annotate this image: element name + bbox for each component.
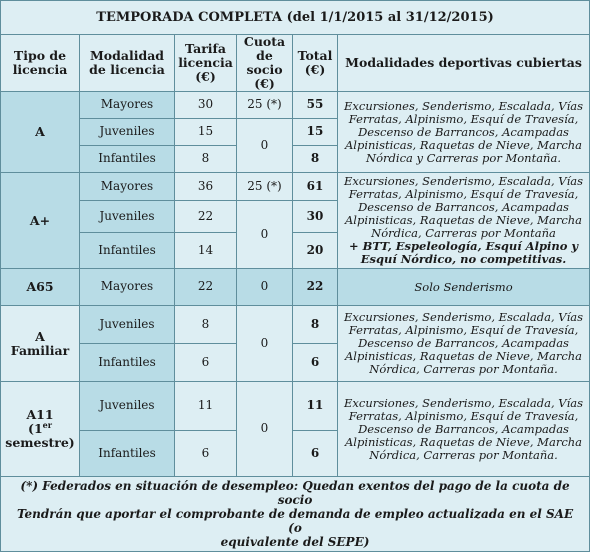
a11-modalidades: Excursiones, Senderismo, Escalada, Vías …	[336, 381, 590, 477]
a11-cuota-shared: 0	[236, 381, 293, 477]
aplus-mayores-total: 61	[292, 172, 338, 201]
aplus-cuota-shared: 0	[236, 200, 293, 269]
a65-modalidades: Solo Senderismo	[336, 268, 590, 306]
aplus-modalidades: Excursiones, Senderismo, Escalada, Vías …	[336, 172, 590, 269]
a-mayores-total: 55	[292, 91, 338, 119]
aplus-extra-line-1: + BTT, Espeleología, Esquí Alpino y	[348, 239, 579, 253]
header-modalidades: Modalidades deportivas cubiertas	[336, 34, 590, 92]
afam-cuota-shared: 0	[236, 305, 293, 382]
afam-infantiles-tarifa: 6	[174, 343, 237, 382]
aplus-infantiles-total: 20	[292, 232, 338, 269]
a-mayores-tarifa: 30	[174, 91, 237, 119]
afam-infantiles-total: 6	[292, 343, 338, 382]
footnote: (*) Federados en situación de desempleo:…	[0, 476, 590, 552]
a11-infantiles-tarifa: 6	[174, 430, 237, 477]
aplus-infantiles-tarifa: 14	[174, 232, 237, 269]
aplus-juveniles-total: 30	[292, 200, 338, 233]
aplus-infantiles-mod: Infantiles	[79, 232, 175, 269]
a11-infantiles-mod: Infantiles	[79, 430, 175, 477]
a-infantiles-mod: Infantiles	[79, 145, 175, 173]
header-tipo: Tipo de licencia	[0, 34, 80, 92]
header-total: Total (€)	[292, 34, 338, 92]
header-modalidad: Modalidad de licencia	[79, 34, 175, 92]
license-aplus: A+	[0, 172, 80, 269]
a65-mayores-cuota: 0	[236, 268, 293, 306]
aplus-extra-line-2: Esquí Nórdico, no competitivas.	[360, 252, 567, 266]
afam-juveniles-total: 8	[292, 305, 338, 344]
a-infantiles-tarifa: 8	[174, 145, 237, 173]
license-afam: A Familiar	[0, 305, 80, 382]
license-a11: A11 (1er semestre)	[0, 381, 80, 477]
aplus-mayores-cuota: 25 (*)	[236, 172, 293, 201]
a65-mayores-total: 22	[292, 268, 338, 306]
license-a: A	[0, 91, 80, 173]
afam-modalidades: Excursiones, Senderismo, Escalada, Vías …	[336, 305, 590, 382]
aplus-juveniles-tarifa: 22	[174, 200, 237, 233]
aplus-mayores-mod: Mayores	[79, 172, 175, 201]
a65-mayores-mod: Mayores	[79, 268, 175, 306]
a-juveniles-mod: Juveniles	[79, 118, 175, 146]
afam-infantiles-mod: Infantiles	[79, 343, 175, 382]
a-juveniles-tarifa: 15	[174, 118, 237, 146]
aplus-mayores-tarifa: 36	[174, 172, 237, 201]
a-infantiles-total: 8	[292, 145, 338, 173]
aplus-juveniles-mod: Juveniles	[79, 200, 175, 233]
a11-juveniles-mod: Juveniles	[79, 381, 175, 431]
a65-mayores-tarifa: 22	[174, 268, 237, 306]
a-modalidades: Excursiones, Senderismo, Escalada, Vías …	[336, 91, 590, 173]
a-cuota-shared: 0	[236, 118, 293, 173]
header-cuota: Cuota de socio (€)	[236, 34, 293, 92]
header-tarifa: Tarifa licencia (€)	[174, 34, 237, 92]
a11-infantiles-total: 6	[292, 430, 338, 477]
a11-juveniles-tarifa: 11	[174, 381, 237, 431]
a-mayores-mod: Mayores	[79, 91, 175, 119]
table-title: TEMPORADA COMPLETA (del 1/1/2015 al 31/1…	[0, 0, 590, 35]
afam-juveniles-tarifa: 8	[174, 305, 237, 344]
a-mayores-cuota: 25 (*)	[236, 91, 293, 119]
license-a65: A65	[0, 268, 80, 306]
a11-juveniles-total: 11	[292, 381, 338, 431]
afam-juveniles-mod: Juveniles	[79, 305, 175, 344]
a-juveniles-total: 15	[292, 118, 338, 146]
